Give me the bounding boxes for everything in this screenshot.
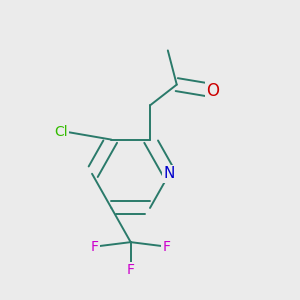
Text: F: F [91,240,99,254]
Text: F: F [127,263,135,278]
Text: O: O [206,82,219,100]
Text: Cl: Cl [55,125,68,139]
Text: N: N [164,166,175,181]
Text: F: F [162,240,170,254]
